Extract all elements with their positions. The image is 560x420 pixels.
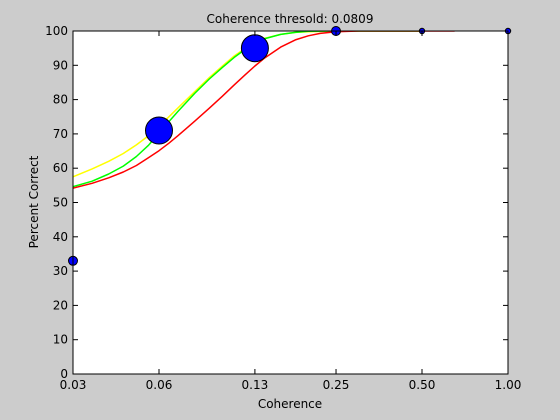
y-tick-label: 70 bbox=[53, 127, 68, 141]
x-tick-label: 0.13 bbox=[242, 378, 269, 392]
y-tick-label: 0 bbox=[60, 367, 68, 381]
y-tick-label: 30 bbox=[53, 264, 68, 278]
chart-title: Coherence thresold: 0.0809 bbox=[207, 12, 374, 26]
y-tick-label: 50 bbox=[53, 196, 68, 210]
data-point bbox=[240, 34, 269, 63]
y-axis-label: Percent Correct bbox=[27, 155, 41, 248]
x-tick-label: 0.06 bbox=[146, 378, 173, 392]
x-axis-ticks: 0.03 0.06 0.13 0.25 0.50 1.00 bbox=[60, 31, 522, 392]
y-tick-label: 10 bbox=[53, 333, 68, 347]
x-tick-label: 0.50 bbox=[409, 378, 436, 392]
plot-area bbox=[73, 31, 508, 374]
data-point bbox=[145, 116, 173, 145]
x-tick-label: 0.25 bbox=[323, 378, 350, 392]
fit-curves bbox=[73, 31, 455, 189]
y-tick-label: 20 bbox=[53, 298, 68, 312]
y-tick-label: 60 bbox=[53, 161, 68, 175]
y-tick-label: 80 bbox=[53, 93, 68, 107]
y-axis-ticks: 0 10 20 30 40 50 60 70 80 90 100 bbox=[45, 24, 508, 381]
y-tick-label: 90 bbox=[53, 58, 68, 72]
fit-curve-2 bbox=[73, 31, 422, 188]
y-tick-label: 100 bbox=[45, 24, 68, 38]
x-tick-label: 0.03 bbox=[60, 378, 87, 392]
x-tick-label: 1.00 bbox=[495, 378, 522, 392]
fit-curve-3 bbox=[73, 31, 455, 189]
x-axis-label: Coherence bbox=[258, 397, 322, 411]
y-tick-label: 40 bbox=[53, 230, 68, 244]
